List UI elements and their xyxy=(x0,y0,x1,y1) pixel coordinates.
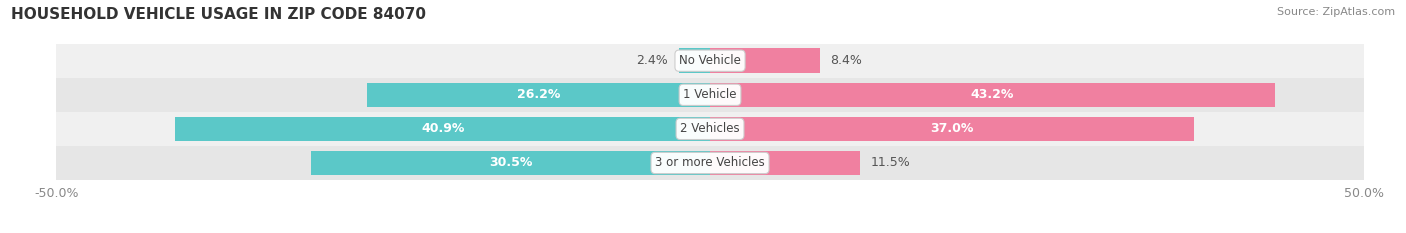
Text: 8.4%: 8.4% xyxy=(831,54,862,67)
Bar xyxy=(679,48,710,73)
Bar xyxy=(710,151,860,175)
Text: 26.2%: 26.2% xyxy=(517,88,561,101)
Text: 11.5%: 11.5% xyxy=(870,157,911,169)
Text: 3 or more Vehicles: 3 or more Vehicles xyxy=(655,157,765,169)
Text: 37.0%: 37.0% xyxy=(931,122,973,135)
Text: Source: ZipAtlas.com: Source: ZipAtlas.com xyxy=(1277,7,1395,17)
Text: 1 Vehicle: 1 Vehicle xyxy=(683,88,737,101)
Bar xyxy=(710,82,1275,107)
Bar xyxy=(311,151,710,175)
Bar xyxy=(56,112,1364,146)
Bar xyxy=(56,44,1364,78)
Bar xyxy=(367,82,710,107)
Text: 40.9%: 40.9% xyxy=(420,122,464,135)
Text: 43.2%: 43.2% xyxy=(970,88,1014,101)
Bar xyxy=(176,116,710,141)
Text: No Vehicle: No Vehicle xyxy=(679,54,741,67)
Text: 2.4%: 2.4% xyxy=(637,54,668,67)
Bar xyxy=(710,48,820,73)
Text: 30.5%: 30.5% xyxy=(489,157,533,169)
Bar xyxy=(710,116,1194,141)
Bar xyxy=(56,146,1364,180)
Bar xyxy=(56,78,1364,112)
Text: HOUSEHOLD VEHICLE USAGE IN ZIP CODE 84070: HOUSEHOLD VEHICLE USAGE IN ZIP CODE 8407… xyxy=(11,7,426,22)
Text: 2 Vehicles: 2 Vehicles xyxy=(681,122,740,135)
